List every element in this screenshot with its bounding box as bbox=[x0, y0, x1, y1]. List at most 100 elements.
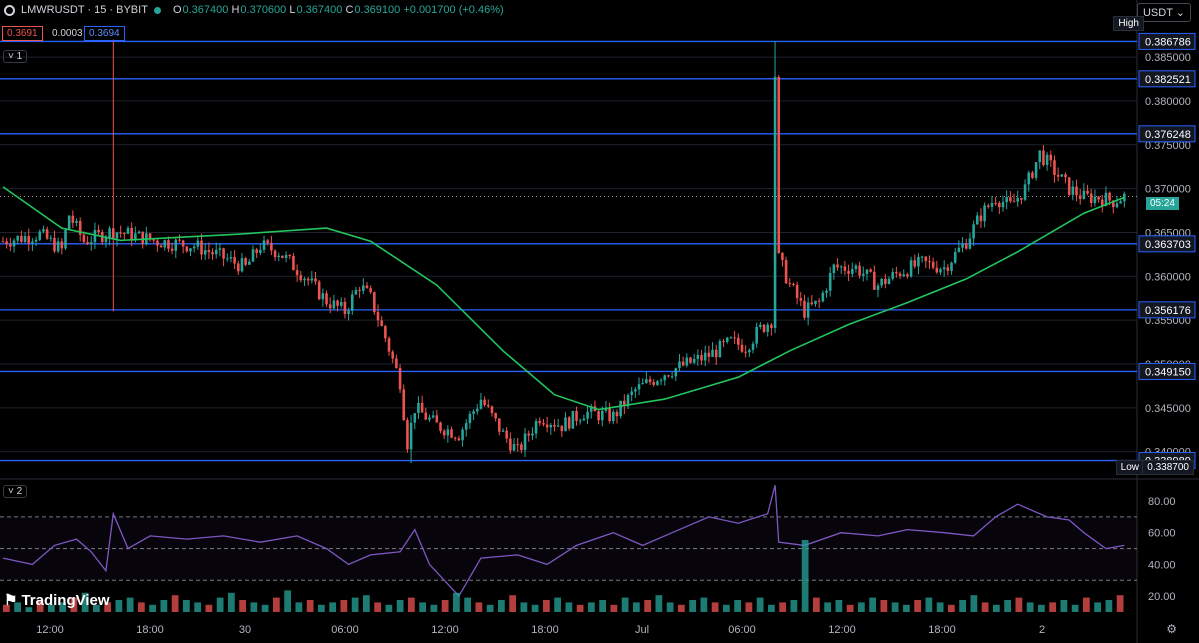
volume-bar bbox=[329, 602, 336, 612]
candle-body bbox=[104, 237, 108, 243]
currency-selector[interactable]: USDT ⌄ bbox=[1136, 3, 1191, 22]
candle-body bbox=[582, 418, 586, 421]
candle-body bbox=[571, 410, 575, 429]
candle-body bbox=[784, 260, 788, 284]
volume-bar bbox=[183, 600, 190, 612]
candle-body bbox=[1049, 154, 1053, 161]
candle-body bbox=[1115, 203, 1119, 208]
candle-body bbox=[1089, 193, 1093, 203]
candle-body bbox=[1112, 200, 1115, 208]
candle-body bbox=[207, 250, 211, 253]
candle-body bbox=[880, 278, 883, 286]
main-indicator-toggle[interactable]: ˅ 1 bbox=[3, 50, 28, 63]
candle-body bbox=[700, 355, 703, 361]
candle-body bbox=[479, 399, 483, 409]
candle-body bbox=[362, 285, 365, 291]
volume-bar bbox=[295, 602, 303, 612]
volume-bar bbox=[250, 602, 258, 612]
level-tag-bg bbox=[1138, 32, 1196, 50]
candle-body bbox=[748, 349, 751, 353]
candle-body bbox=[656, 381, 659, 385]
candle-body bbox=[847, 270, 850, 274]
volume-bar bbox=[419, 602, 426, 612]
candle-body bbox=[917, 256, 920, 267]
candle-body bbox=[20, 235, 23, 242]
countdown-timer: 05:24 bbox=[1145, 197, 1179, 210]
candle-body bbox=[1009, 197, 1012, 202]
volume-bar bbox=[768, 604, 775, 612]
rsi-tick: 20.00 bbox=[1148, 591, 1176, 603]
volume-bar bbox=[306, 600, 314, 612]
volume-bar bbox=[374, 602, 381, 612]
volume-bar bbox=[81, 592, 89, 612]
level-tag-bg bbox=[1138, 362, 1196, 380]
candle-body bbox=[262, 240, 266, 250]
candle-body bbox=[1119, 201, 1122, 204]
volume-bar bbox=[880, 600, 888, 612]
candle-body bbox=[928, 261, 931, 263]
bid-price[interactable]: 0.3691 bbox=[2, 26, 43, 41]
candle-body bbox=[545, 424, 549, 428]
volume-bar bbox=[520, 602, 528, 612]
candle-body bbox=[902, 274, 906, 277]
candle-body bbox=[512, 444, 516, 451]
candle-body bbox=[34, 239, 38, 242]
rsi-indicator-toggle[interactable]: ˅ 2 bbox=[3, 485, 28, 498]
volume-bar bbox=[903, 604, 910, 612]
symbol-header: LMWRUSDT · 15 · BYBIT O0.367400 H0.37060… bbox=[4, 4, 504, 16]
candle-body bbox=[494, 413, 497, 419]
volume-bar bbox=[531, 604, 539, 612]
candle-body bbox=[64, 230, 67, 249]
symbol-title[interactable]: LMWRUSDT · 15 · BYBIT bbox=[21, 4, 148, 16]
candle-body bbox=[913, 260, 917, 267]
price-tick: 0.380000 bbox=[1145, 96, 1191, 108]
candle-body bbox=[321, 293, 325, 300]
candle-body bbox=[336, 300, 339, 306]
candle-body bbox=[420, 402, 424, 413]
candle-body bbox=[634, 389, 637, 392]
candle-body bbox=[240, 258, 244, 272]
candle-body bbox=[259, 249, 262, 253]
candle-body bbox=[806, 302, 810, 318]
candle-body bbox=[288, 254, 292, 256]
candle-body bbox=[663, 375, 667, 381]
candle-body bbox=[233, 257, 236, 264]
ask-price[interactable]: 0.3694 bbox=[84, 26, 125, 41]
volume-bar bbox=[486, 604, 494, 612]
volume-bar bbox=[70, 597, 78, 612]
volume-bar bbox=[453, 592, 460, 612]
candle-body bbox=[641, 382, 644, 385]
candle-body bbox=[1023, 184, 1027, 200]
candle-body bbox=[608, 408, 611, 422]
volume-bar bbox=[711, 602, 719, 612]
candle-body bbox=[310, 278, 314, 281]
volume-bar bbox=[599, 600, 606, 612]
candle-body bbox=[817, 300, 821, 302]
candle-body bbox=[255, 249, 258, 253]
volume-bar bbox=[194, 602, 201, 612]
level-tag: 0.363703 bbox=[1145, 239, 1191, 251]
candle-body bbox=[762, 324, 766, 332]
candle-body bbox=[137, 231, 141, 234]
candle-body bbox=[990, 202, 994, 207]
candle-body bbox=[1031, 172, 1034, 178]
candle-body bbox=[556, 425, 560, 427]
volume-bar bbox=[689, 600, 696, 612]
volume-bar bbox=[509, 595, 516, 612]
volume-bar bbox=[318, 604, 325, 612]
candle-body bbox=[1027, 172, 1031, 185]
candle-body bbox=[946, 267, 950, 271]
candle-body bbox=[862, 273, 865, 276]
settings-gear-icon[interactable]: ⚙ bbox=[1166, 622, 1177, 636]
volume-bar bbox=[925, 597, 933, 612]
volume-bar bbox=[284, 590, 291, 612]
candle-body bbox=[718, 341, 722, 358]
candle-body bbox=[560, 425, 564, 432]
volume-bar bbox=[576, 604, 584, 612]
volume-bar bbox=[408, 597, 415, 612]
chevron-down-icon: ⌄ bbox=[1175, 7, 1185, 19]
candle-body bbox=[589, 406, 593, 412]
candle-body bbox=[626, 394, 630, 407]
volume-bar bbox=[216, 597, 224, 612]
